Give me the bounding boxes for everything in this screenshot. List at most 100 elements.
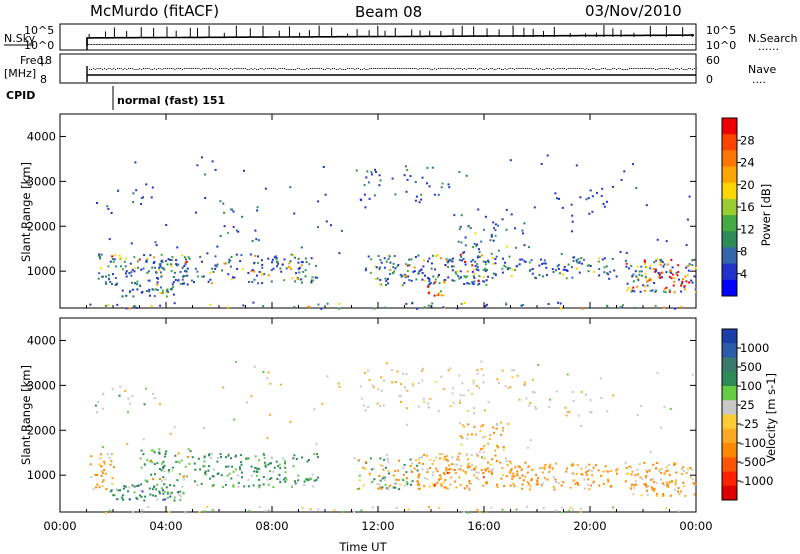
velocity-cell xyxy=(667,485,670,488)
nave-dot xyxy=(510,68,512,69)
nsearch-dot xyxy=(299,44,301,45)
nave-dot xyxy=(335,69,337,70)
velocity-cell xyxy=(660,471,662,474)
power-cell xyxy=(166,289,169,292)
nave-dot xyxy=(306,68,308,69)
power-cell xyxy=(406,169,409,171)
velocity-cell xyxy=(154,397,156,400)
velocity-cell xyxy=(496,485,499,488)
nsearch-dot xyxy=(544,44,546,45)
power-cell xyxy=(399,273,402,276)
nave-dot xyxy=(322,69,324,70)
power-cell xyxy=(97,277,100,280)
velocity-cell xyxy=(240,463,243,466)
velocity-cell xyxy=(459,468,462,471)
power-cell xyxy=(257,239,260,242)
nsearch-dot xyxy=(178,44,180,45)
nsearch-dot xyxy=(345,44,347,45)
velocity-cell xyxy=(379,464,382,467)
velocity-cell xyxy=(210,452,213,455)
nave-dot xyxy=(564,68,566,69)
power-cell xyxy=(460,241,463,244)
power-cell xyxy=(501,271,504,274)
nsearch-dot xyxy=(571,44,573,45)
power-cell xyxy=(688,281,691,284)
power-cell xyxy=(211,160,214,163)
nsearch-dot xyxy=(230,44,232,45)
power-cell xyxy=(155,271,158,274)
power-cell xyxy=(378,174,381,177)
power-cell xyxy=(413,266,416,269)
velocity-cell xyxy=(490,473,493,476)
nave-dot xyxy=(224,68,226,69)
power-cell xyxy=(118,254,121,257)
power-cell xyxy=(401,284,404,287)
power-cell xyxy=(367,255,370,258)
y-tick-label: 1000 xyxy=(27,468,56,482)
power-cell xyxy=(672,284,675,287)
velocity-cell xyxy=(494,449,497,452)
nsearch-dot xyxy=(509,44,511,45)
velocity-cell xyxy=(129,402,131,405)
velocity-cell xyxy=(380,487,383,490)
nave-dot xyxy=(246,69,248,70)
velocity-cell xyxy=(565,470,568,473)
nsearch-dot xyxy=(289,44,291,45)
velocity-cell xyxy=(476,369,479,372)
nsearch-dot xyxy=(622,44,624,45)
velocity-cell xyxy=(194,468,197,471)
velocity-cell xyxy=(160,469,163,472)
nave-dot xyxy=(677,68,679,69)
power-cell xyxy=(364,269,367,272)
power-cell xyxy=(317,226,319,229)
power-cell xyxy=(375,266,378,269)
power-cell xyxy=(634,270,637,273)
power-cell xyxy=(124,265,127,268)
nave-dot xyxy=(487,69,489,70)
power-cell xyxy=(209,271,212,274)
velocity-cell xyxy=(453,463,456,466)
nsearch-dot xyxy=(302,44,304,45)
power-cell xyxy=(694,288,697,291)
power-cell xyxy=(473,280,476,283)
velocity-cell xyxy=(466,465,469,468)
power-cell xyxy=(170,270,173,272)
power-cell xyxy=(172,293,175,296)
power-cell xyxy=(140,268,143,271)
nsearch-dot xyxy=(237,44,239,45)
power-cell xyxy=(644,272,647,275)
velocity-cell xyxy=(416,469,419,472)
nave-dot xyxy=(547,68,549,69)
power-cell xyxy=(114,277,117,279)
nsearch-dot xyxy=(346,44,348,45)
power-cell xyxy=(451,279,454,282)
power-cell xyxy=(492,272,495,275)
power-cell xyxy=(421,272,424,274)
velocity-cell xyxy=(203,427,206,429)
velocity-cell xyxy=(491,468,494,471)
nsearch-dot xyxy=(475,44,477,45)
power-cell xyxy=(461,252,464,255)
power-cell xyxy=(289,186,292,189)
nave-dot xyxy=(152,69,154,70)
velocity-cell xyxy=(470,482,473,485)
power-cell xyxy=(428,185,431,188)
velocity-cell xyxy=(491,458,494,461)
nsearch-dot xyxy=(254,44,256,45)
power-cell xyxy=(588,212,591,215)
nsearch-dot xyxy=(526,44,528,45)
velocity-cell xyxy=(108,509,111,512)
nave-dot xyxy=(302,69,304,70)
power-cell xyxy=(227,306,230,309)
velocity-cell xyxy=(388,472,390,475)
nsearch-dot xyxy=(194,44,196,45)
power-cell xyxy=(466,282,469,285)
velocity-cell xyxy=(435,456,438,459)
nave-dot xyxy=(599,69,601,70)
power-cell xyxy=(165,260,167,262)
nsearch-dot xyxy=(176,44,178,45)
velocity-cell xyxy=(368,378,371,381)
power-cell xyxy=(270,269,273,272)
power-cell xyxy=(251,269,254,271)
velocity-cell xyxy=(204,470,207,473)
